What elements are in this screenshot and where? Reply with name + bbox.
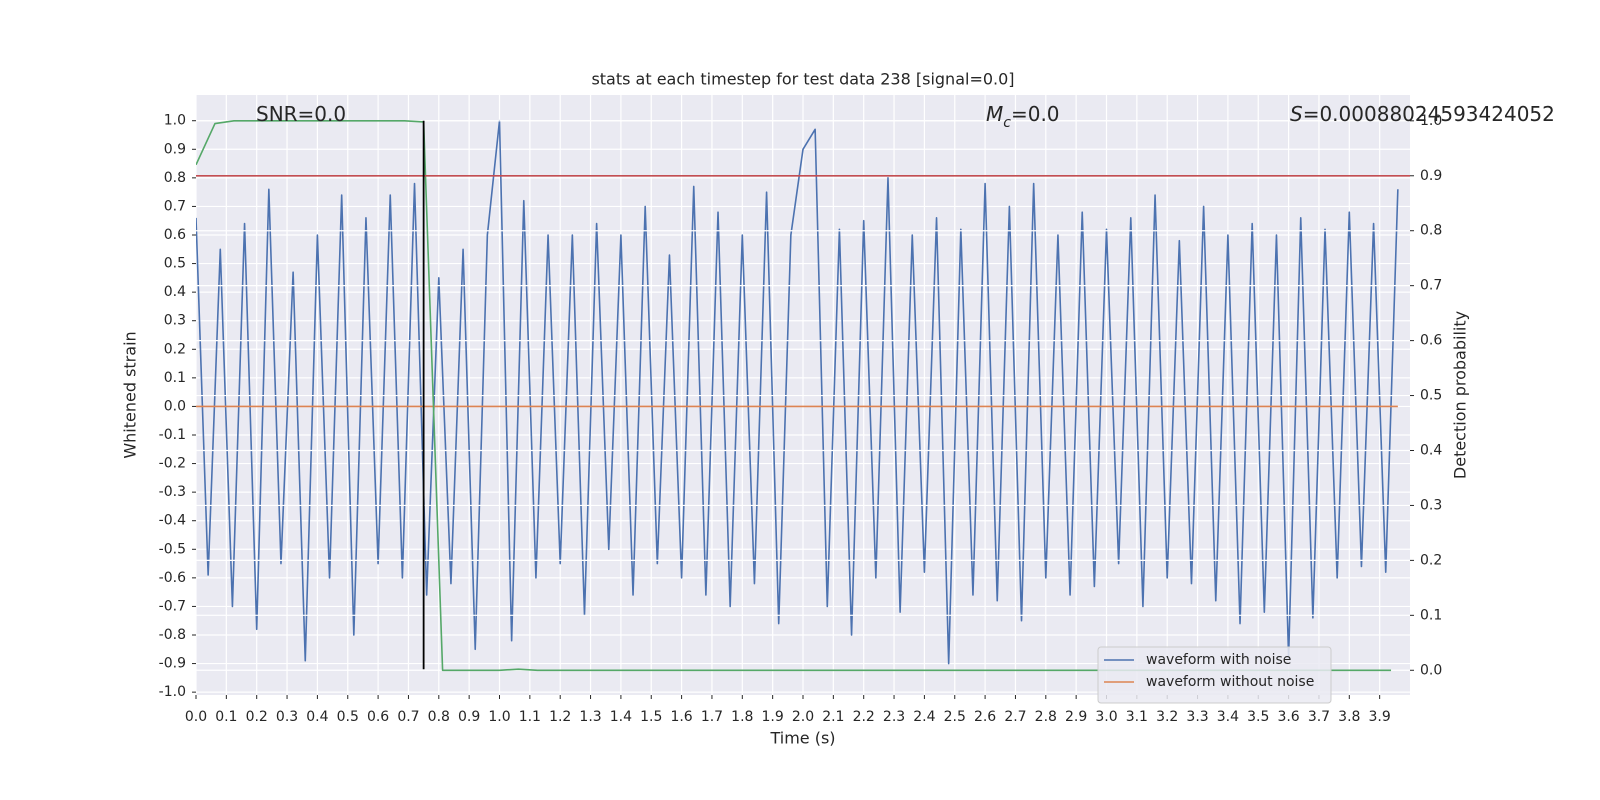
x-tick-label: 2.5	[944, 709, 966, 725]
y-tick-label: -0.3	[159, 484, 186, 500]
legend: waveform with noise waveform without nois…	[1097, 646, 1332, 704]
y2-axis-label: Detection probability	[1451, 311, 1470, 479]
x-tick-label: 3.0	[1095, 709, 1117, 725]
y-axis-label: Whitened strain	[121, 331, 140, 458]
y2-tick-label: 0.5	[1420, 388, 1442, 404]
y-tick-label: -0.6	[159, 570, 186, 586]
x-tick-label: 3.7	[1308, 709, 1330, 725]
y2-tick-label: 0.2	[1420, 552, 1442, 568]
legend-label: waveform with noise	[1146, 652, 1291, 668]
x-tick-label: 3.3	[1186, 709, 1208, 725]
y-tick-label: -0.4	[159, 513, 186, 529]
x-tick-label: 0.1	[215, 709, 237, 725]
x-tick-label: 1.5	[640, 709, 662, 725]
x-axis-label: Time (s)	[769, 729, 835, 748]
x-tick-label: 2.1	[822, 709, 844, 725]
x-tick-label: 1.0	[488, 709, 510, 725]
annotation-symbol: M	[986, 102, 1003, 126]
chart-title: stats at each timestep for test data 238…	[591, 70, 1014, 89]
x-tick-label: 3.1	[1126, 709, 1148, 725]
legend-box	[1097, 646, 1332, 704]
y2-tick-label: 0.8	[1420, 223, 1442, 239]
annotation-text: SNR=0.0	[256, 102, 346, 126]
y-tick-label: 0.9	[164, 141, 186, 157]
annotation-symbol: S	[1290, 102, 1303, 126]
x-tick-label: 0.6	[367, 709, 389, 725]
annotation: S=0.00088024593424052	[1290, 102, 1555, 126]
annotation-subscript: c	[1003, 115, 1011, 131]
annotation-text: =0.0	[1011, 102, 1060, 126]
y-tick-label: 0.2	[164, 341, 186, 357]
y-tick-label: 0.1	[164, 370, 186, 386]
grid-y2	[196, 120, 1410, 671]
x-tick-label: 0.3	[276, 709, 298, 725]
x-tick-label: 1.2	[549, 709, 571, 725]
y-tick-label: -0.2	[159, 456, 186, 472]
y-tick-label: 0.8	[164, 170, 186, 186]
y2-tick-label: 1.0	[1420, 113, 1442, 129]
x-tick-label: 0.0	[185, 709, 207, 725]
y-tick-label: 0.4	[164, 284, 186, 300]
x-tick-label: 1.9	[762, 709, 784, 725]
y-tick-label: 0.5	[164, 256, 186, 272]
y-tick-label: -1.0	[159, 684, 186, 700]
x-tick-label: 1.3	[579, 709, 601, 725]
y-tick-label: -0.8	[159, 627, 186, 643]
y2-tick-label: 0.1	[1420, 607, 1442, 623]
x-tick-label: 2.2	[853, 709, 875, 725]
y2-tick-label: 0.7	[1420, 278, 1442, 294]
x-tick-label: 3.5	[1247, 709, 1269, 725]
x-tick-label: 2.6	[974, 709, 996, 725]
overlay	[196, 120, 1410, 672]
x-tick-label: 0.5	[337, 709, 359, 725]
x-tick-label: 1.4	[610, 709, 632, 725]
y2-tick-label: 0.0	[1420, 662, 1442, 678]
x-tick-label: 2.8	[1035, 709, 1057, 725]
y-tick-label: -0.9	[159, 656, 186, 672]
y-tick-label: 0.3	[164, 313, 186, 329]
annotation-text: =0.00088024593424052	[1303, 102, 1555, 126]
x-tick-label: 0.2	[246, 709, 268, 725]
x-tick-label: 3.8	[1338, 709, 1360, 725]
x-tick-label: 1.8	[731, 709, 753, 725]
y-tick-label: 0.7	[164, 198, 186, 214]
x-tick-label: 2.0	[792, 709, 814, 725]
x-tick-label: 3.9	[1369, 709, 1391, 725]
y-tick-label: -0.1	[159, 427, 186, 443]
x-tick-label: 0.4	[306, 709, 328, 725]
legend-label: waveform without noise	[1146, 674, 1314, 690]
x-tick-label: 3.6	[1277, 709, 1299, 725]
x-tick-label: 2.7	[1004, 709, 1026, 725]
annotation: SNR=0.0	[256, 102, 346, 126]
y2-tick-label: 0.9	[1420, 168, 1442, 184]
y-tick-label: 1.0	[164, 113, 186, 129]
x-tick-label: 1.1	[519, 709, 541, 725]
x-tick-label: 1.7	[701, 709, 723, 725]
x-tick-label: 0.9	[458, 709, 480, 725]
y-tick-label: 0.6	[164, 227, 186, 243]
x-tick-label: 2.3	[883, 709, 905, 725]
y-tick-label: -0.5	[159, 541, 186, 557]
x-tick-label: 0.7	[397, 709, 419, 725]
x-tick-label: 3.2	[1156, 709, 1178, 725]
x-tick-label: 0.8	[428, 709, 450, 725]
y2-tick-label: 0.4	[1420, 442, 1442, 458]
x-tick-label: 2.9	[1065, 709, 1087, 725]
x-tick-label: 3.4	[1217, 709, 1239, 725]
annotation: Mc=0.0	[986, 102, 1060, 132]
series-line	[196, 120, 1392, 672]
x-tick-label: 1.6	[670, 709, 692, 725]
y-tick-label: -0.7	[159, 598, 186, 614]
y2-tick-label: 0.3	[1420, 497, 1442, 513]
y2-tick-label: 0.6	[1420, 333, 1442, 349]
x-tick-label: 2.4	[913, 709, 935, 725]
labels: 0.0 0.1 0.2 0.3 0.4 0.5 0.6 0.7 0.8 0.9 1.0 1.1 1.2 1…	[159, 102, 1555, 726]
y-tick-label: 0.0	[164, 398, 186, 414]
